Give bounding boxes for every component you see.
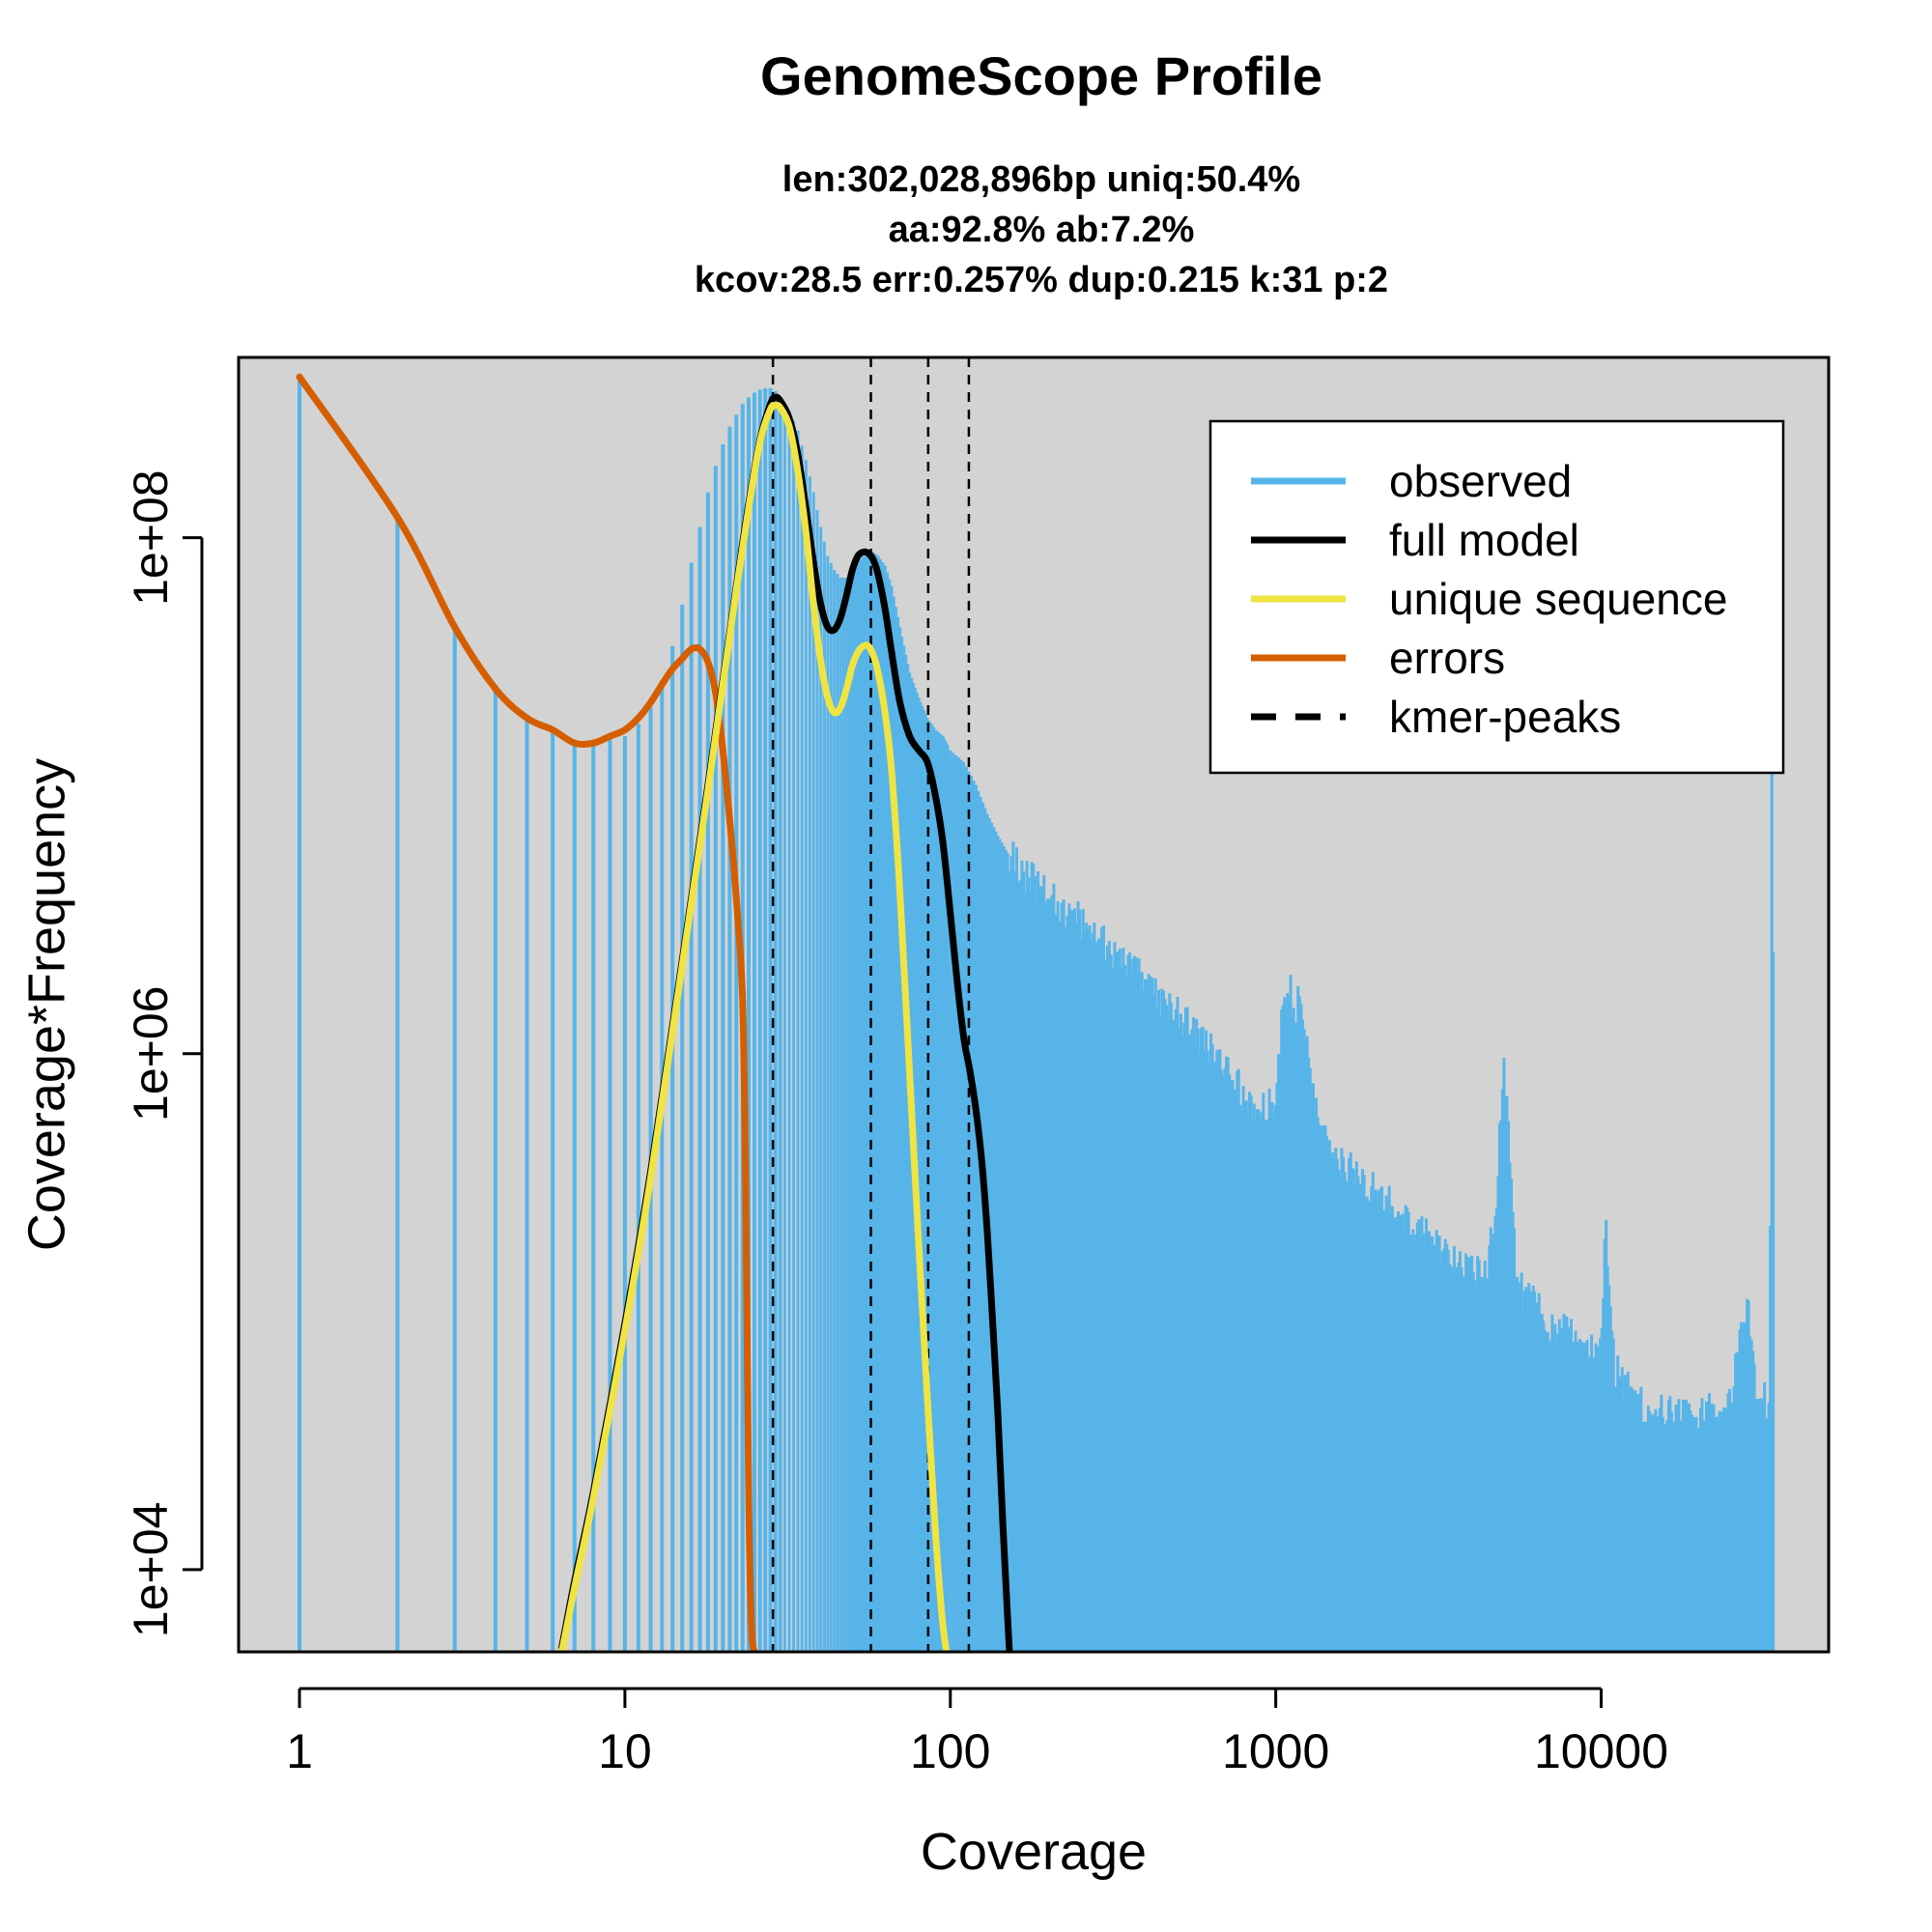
x-tick-label: 1 (286, 1724, 313, 1778)
legend-label: kmer-peaks (1389, 692, 1621, 742)
model-lines (296, 373, 1013, 1652)
x-tick-label: 100 (910, 1724, 990, 1778)
unique-sequence-line (558, 401, 951, 1652)
plot-area-frame (237, 355, 1831, 1654)
chart-subtitle-line-3: kcov:28.5 err:0.257% dup:0.215 k:31 p:2 (695, 260, 1388, 300)
x-tick-label: 10 (598, 1724, 652, 1778)
axes: 1 10 100 1000 10000 1e+04 1e+06 1e+08 (124, 469, 1668, 1778)
y-tick-label: 1e+06 (124, 986, 178, 1122)
y-axis-title: Coverage*Frequency (17, 758, 75, 1251)
chart-subtitle-line-1: len:302,028,896bp uniq:50.4% (782, 159, 1300, 200)
x-axis-title: Coverage (921, 1823, 1147, 1881)
legend: observed full model unique sequence errors k… (1208, 419, 1785, 775)
legend-label: observed (1389, 456, 1572, 506)
legend-label: full model (1389, 515, 1579, 565)
chart-title: GenomeScope Profile (760, 45, 1322, 106)
legend-label: unique sequence (1389, 574, 1727, 624)
chart-subtitle-line-2: aa:92.8% ab:7.2% (889, 210, 1195, 250)
y-tick-label: 1e+08 (124, 469, 178, 605)
errors-line (296, 373, 758, 1652)
x-tick-label: 10000 (1534, 1724, 1668, 1778)
y-tick-label: 1e+04 (124, 1502, 178, 1637)
x-tick-label: 1000 (1222, 1724, 1329, 1778)
legend-label: errors (1389, 633, 1505, 683)
